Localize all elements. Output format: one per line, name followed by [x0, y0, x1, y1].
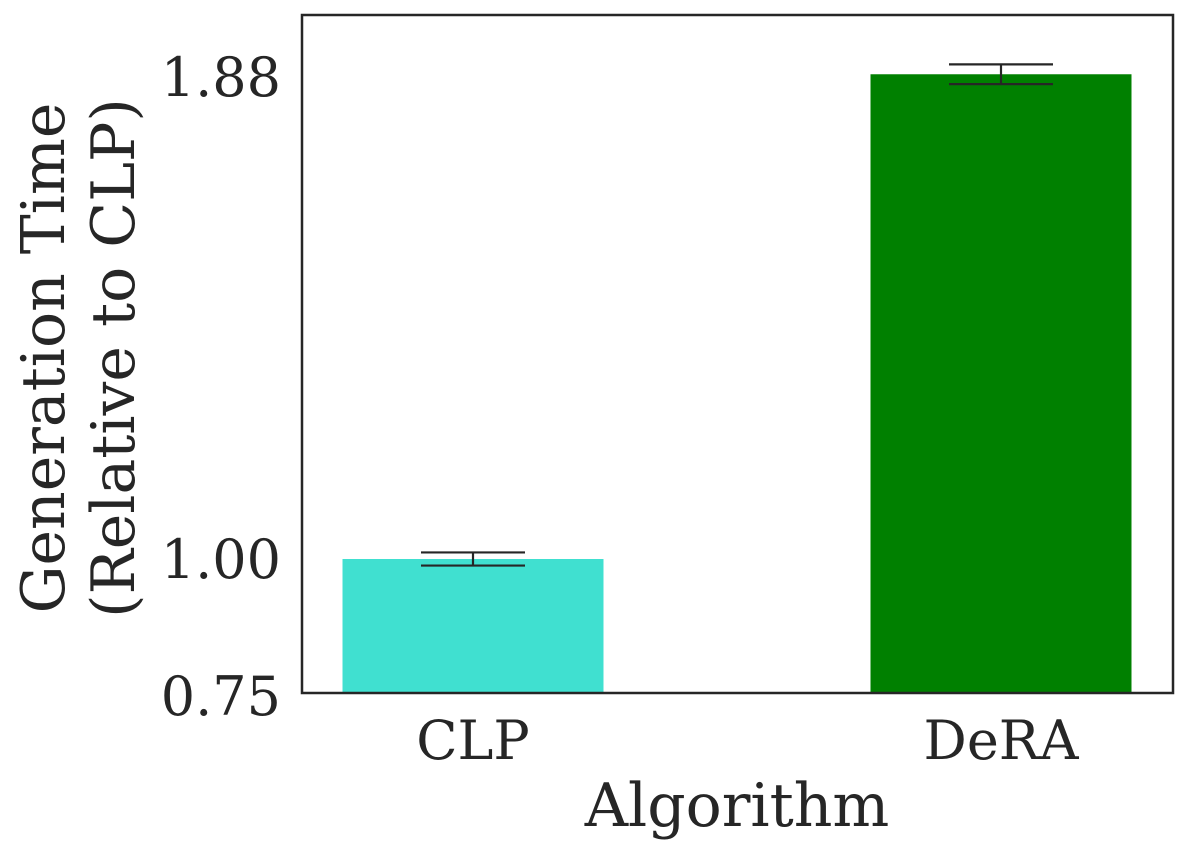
x-tick-label-dera: DeRA: [924, 709, 1080, 772]
error-bar-clp: [421, 551, 525, 567]
y-tick-label: 1.88: [161, 46, 281, 109]
bars-group: [342, 74, 1132, 694]
bar-clp: [342, 559, 604, 693]
error-bar-dera: [949, 63, 1053, 86]
y-tick-label: 0.75: [161, 665, 281, 728]
x-tick-labels: CLP DeRA: [416, 709, 1079, 772]
error-bars-group: [421, 63, 1053, 567]
bar-dera: [870, 74, 1132, 694]
y-axis-label-line-1: Generation Time: [9, 103, 79, 614]
x-axis-label: Algorithm: [584, 771, 890, 841]
y-tick-labels: 0.75 1.00 1.88: [161, 46, 281, 728]
plot-frame: [300, 13, 1175, 695]
y-axis-label: Generation Time (Relative to CLP): [9, 98, 149, 618]
y-axis-label-line-2: (Relative to CLP): [79, 98, 149, 618]
x-tick-label-clp: CLP: [416, 709, 530, 772]
y-tick-label: 1.00: [161, 528, 281, 591]
